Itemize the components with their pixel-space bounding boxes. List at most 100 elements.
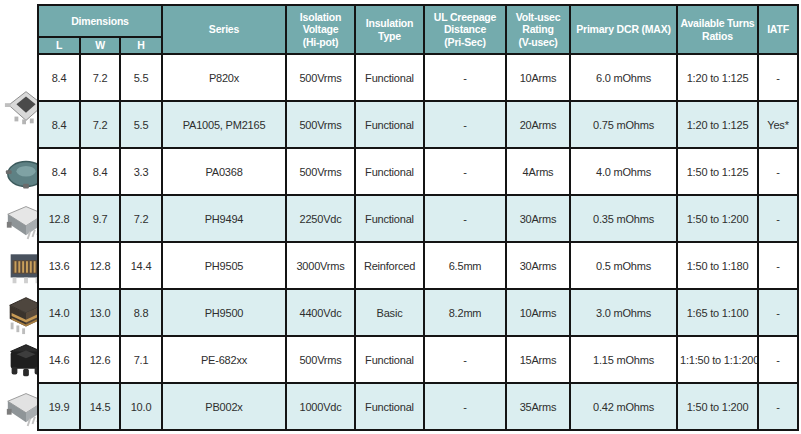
cell-primary-dcr: 4.0 mOhms [570,148,677,195]
cell-w: 13.0 [80,289,120,336]
product-selector-table: Dimensions Series Isolation Voltage (Hi-… [37,4,799,431]
cell-volt-usec: 30Arms [506,195,570,242]
cell-isolation-voltage: 2250Vdc [286,195,355,242]
cell-isolation-voltage: 500Vrms [286,54,355,101]
cell-iatf: - [758,148,798,195]
table-row: 8.47.25.5P820x500VrmsFunctional-10Arms6.… [38,54,798,101]
cell-w: 9.7 [80,195,120,242]
table-body: 8.47.25.5P820x500VrmsFunctional-10Arms6.… [38,54,798,430]
cell-insulation-type: Functional [355,54,424,101]
cell-w: 14.5 [80,383,120,430]
header-volt-usec-rating: Volt-usec Rating (V-usec) [506,5,570,54]
table-row: 8.48.43.3PA0368500VrmsFunctional-4Arms4.… [38,148,798,195]
cell-volt-usec: 10Arms [506,289,570,336]
cell-l: 19.9 [38,383,80,430]
cell-iatf: - [758,289,798,336]
cell-primary-dcr: 0.75 mOhms [570,101,677,148]
cell-turns-ratios: 1:50 to 1:200 [677,195,758,242]
cell-creepage: 8.2mm [424,289,506,336]
cell-iatf: - [758,383,798,430]
cell-series: PE-682xx [162,336,286,383]
cell-h: 5.5 [120,101,162,148]
cell-insulation-type: Functional [355,336,424,383]
table-row: 12.89.77.2PH94942250VdcFunctional-30Arms… [38,195,798,242]
cell-insulation-type: Functional [355,101,424,148]
cell-series: PA1005, PM2165 [162,101,286,148]
cell-turns-ratios: 1:65 to 1:100 [677,289,758,336]
cell-insulation-type: Basic [355,289,424,336]
cell-series: PH9494 [162,195,286,242]
table-row: 14.612.67.1PE-682xx500VrmsFunctional-15A… [38,336,798,383]
cell-volt-usec: 35Arms [506,383,570,430]
cell-primary-dcr: 6.0 mOhms [570,54,677,101]
cell-insulation-type: Functional [355,195,424,242]
cell-h: 8.8 [120,289,162,336]
cell-w: 12.8 [80,242,120,289]
table-row: 14.013.08.8PH95004400VdcBasic8.2mm10Arms… [38,289,798,336]
cell-l: 13.6 [38,242,80,289]
cell-turns-ratios: 1:50 to 1:125 [677,148,758,195]
cell-isolation-voltage: 500Vrms [286,101,355,148]
cell-insulation-type: Functional [355,148,424,195]
cell-primary-dcr: 3.0 mOhms [570,289,677,336]
cell-l: 8.4 [38,148,80,195]
cell-isolation-voltage: 3000Vrms [286,242,355,289]
table-row: 13.612.814.4PH95053000VrmsReinforced6.5m… [38,242,798,289]
cell-w: 12.6 [80,336,120,383]
cell-l: 14.6 [38,336,80,383]
cell-series: PB002x [162,383,286,430]
cell-isolation-voltage: 500Vrms [286,148,355,195]
cell-primary-dcr: 1.15 mOhms [570,336,677,383]
cell-creepage: - [424,101,506,148]
header-series: Series [162,5,286,54]
cell-iatf: - [758,54,798,101]
cell-turns-ratios: 1:20 to 1:125 [677,101,758,148]
cell-l: 8.4 [38,54,80,101]
cell-primary-dcr: 0.42 mOhms [570,383,677,430]
header-isolation-voltage: Isolation Voltage (Hi-pot) [286,5,355,54]
cell-w: 7.2 [80,101,120,148]
header-insulation-type: Insulation Type [355,5,424,54]
cell-creepage: - [424,195,506,242]
transformer-selector-page: Dimensions Series Isolation Voltage (Hi-… [0,0,801,434]
cell-h: 7.2 [120,195,162,242]
cell-isolation-voltage: 500Vrms [286,336,355,383]
cell-creepage: - [424,54,506,101]
cell-turns-ratios: 1:20 to 1:125 [677,54,758,101]
cell-primary-dcr: 0.35 mOhms [570,195,677,242]
cell-creepage: - [424,148,506,195]
cell-turns-ratios: 1:50 to 1:180 [677,242,758,289]
cell-h: 14.4 [120,242,162,289]
header-iatf: IATF [758,5,798,54]
cell-insulation-type: Reinforced [355,242,424,289]
cell-series: PH9500 [162,289,286,336]
cell-series: P820x [162,54,286,101]
header-height: H [120,37,162,54]
cell-creepage: - [424,383,506,430]
cell-turns-ratios: 1:50 to 1:200 [677,383,758,430]
header-primary-dcr: Primary DCR (MAX) [570,5,677,54]
cell-iatf: - [758,195,798,242]
cell-volt-usec: 4Arms [506,148,570,195]
cell-volt-usec: 20Arms [506,101,570,148]
cell-l: 14.0 [38,289,80,336]
cell-iatf: - [758,242,798,289]
cell-primary-dcr: 0.5 mOhms [570,242,677,289]
table-row: 8.47.25.5PA1005, PM2165500VrmsFunctional… [38,101,798,148]
cell-h: 10.0 [120,383,162,430]
cell-w: 7.2 [80,54,120,101]
cell-h: 7.1 [120,336,162,383]
cell-series: PA0368 [162,148,286,195]
cell-insulation-type: Functional [355,383,424,430]
cell-isolation-voltage: 1000Vdc [286,383,355,430]
header-dimensions: Dimensions [38,5,162,37]
cell-creepage: 6.5mm [424,242,506,289]
cell-series: PH9505 [162,242,286,289]
cell-creepage: - [424,336,506,383]
table-row: 19.914.510.0PB002x1000VdcFunctional-35Ar… [38,383,798,430]
cell-l: 8.4 [38,101,80,148]
cell-volt-usec: 10Arms [506,54,570,101]
header-turns-ratios: Available Turns Ratios [677,5,758,54]
header-creepage-distance: UL Creepage Distance (Pri-Sec) [424,5,506,54]
cell-w: 8.4 [80,148,120,195]
